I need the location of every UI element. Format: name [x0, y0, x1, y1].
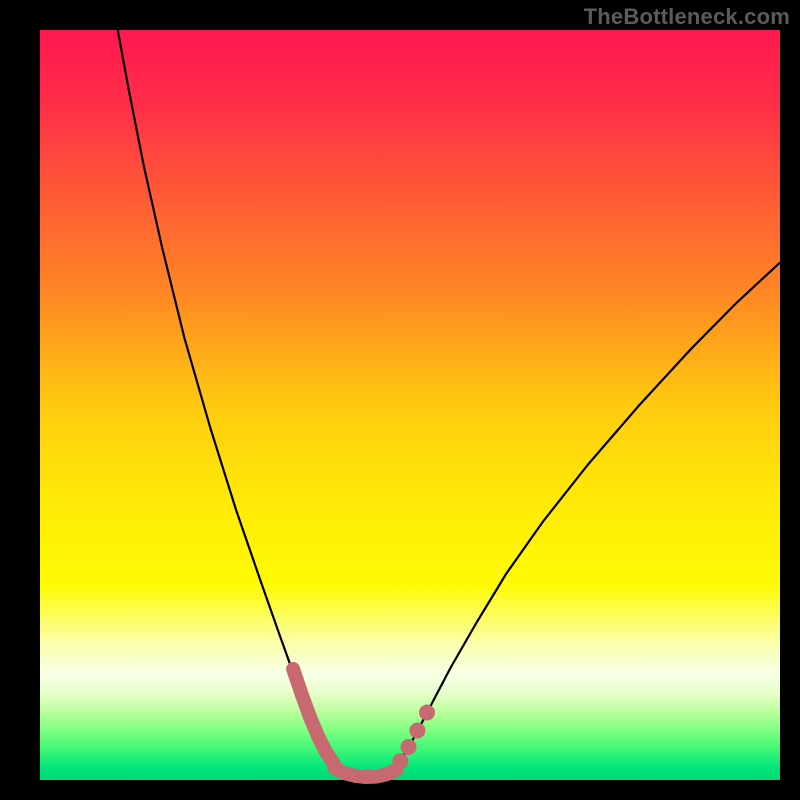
valley-dot [401, 739, 417, 755]
plot-background [40, 30, 780, 780]
valley-dot [419, 705, 435, 721]
valley-dot [409, 723, 425, 739]
bottleneck-chart [0, 0, 800, 800]
valley-dot [392, 753, 408, 769]
chart-container: TheBottleneck.com [0, 0, 800, 800]
